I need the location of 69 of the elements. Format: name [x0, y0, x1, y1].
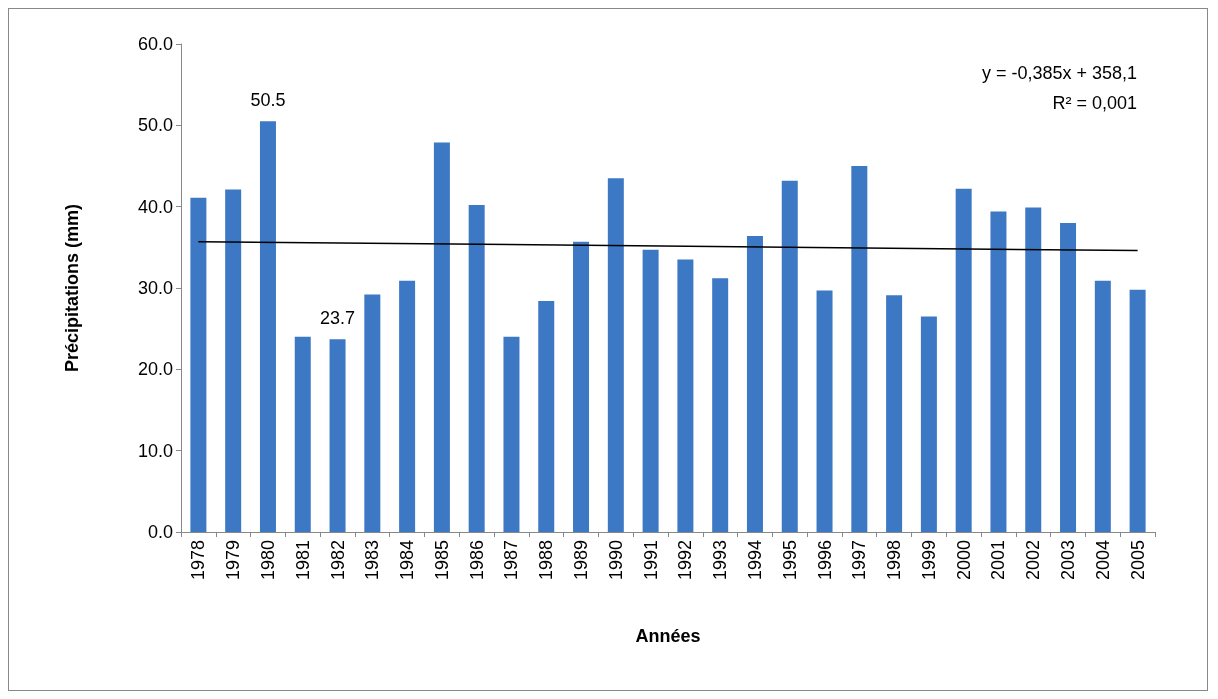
bar — [816, 290, 833, 532]
x-tick-label: 1981 — [292, 540, 313, 581]
x-tick-label: 1992 — [675, 540, 696, 581]
bar — [503, 336, 520, 532]
bar — [955, 188, 972, 532]
y-axis-title: Précipitations (mm) — [62, 203, 82, 373]
x-tick-label: 2002 — [1023, 540, 1044, 581]
x-tick-label: 1998 — [884, 540, 905, 581]
bar — [712, 278, 729, 532]
annotation: R² = 0,001 — [1052, 93, 1138, 113]
bar — [920, 316, 937, 532]
bar — [886, 295, 903, 532]
bar — [259, 121, 276, 532]
annotation: y = -0,385x + 358,1 — [981, 63, 1137, 83]
x-tick-label: 2001 — [988, 540, 1009, 581]
x-tick-label: 2003 — [1058, 540, 1079, 581]
x-tick-label: 1999 — [918, 540, 939, 581]
x-tick-label: 1995 — [779, 540, 800, 581]
y-tick-label: 50.0 — [137, 115, 173, 136]
x-tick-label: 2005 — [1127, 540, 1148, 581]
bar — [1094, 280, 1111, 532]
x-tick-label: 1994 — [744, 540, 765, 581]
x-tick-label: 1986 — [466, 540, 487, 581]
x-tick-label: 1988 — [536, 540, 557, 581]
bar — [677, 259, 694, 532]
x-tick-label: 2000 — [953, 540, 974, 581]
x-tick-label: 2004 — [1092, 540, 1113, 581]
bar — [1129, 289, 1146, 532]
bar — [781, 180, 798, 532]
data-label: 50.5 — [250, 90, 286, 111]
data-label: 23.7 — [320, 308, 356, 329]
bar — [851, 166, 868, 532]
bar — [399, 280, 416, 532]
bar — [642, 249, 659, 532]
x-tick-label: 1985 — [431, 540, 452, 581]
y-tick-label: 60.0 — [137, 34, 173, 54]
bar — [329, 339, 346, 532]
x-tick-label: 1982 — [327, 540, 348, 581]
x-tick-label: 1991 — [640, 540, 661, 581]
x-tick-label: 1990 — [605, 540, 626, 581]
x-tick-label: 1983 — [362, 540, 383, 581]
bar — [294, 336, 311, 532]
y-tick-label: 20.0 — [137, 359, 173, 380]
bar — [746, 235, 763, 532]
x-tick-label: 1993 — [710, 540, 731, 581]
x-tick-label: 1984 — [397, 540, 418, 581]
bar — [538, 301, 555, 532]
x-axis-title: Années — [635, 626, 701, 646]
bar — [225, 189, 242, 532]
y-tick-label: 40.0 — [137, 196, 173, 217]
x-tick-label: 1987 — [501, 540, 522, 581]
y-tick-label: 0.0 — [147, 522, 173, 542]
x-tick-label: 1989 — [571, 540, 592, 581]
bar — [1025, 207, 1042, 532]
y-tick-label: 10.0 — [137, 440, 173, 461]
bar — [364, 294, 381, 532]
bar — [433, 142, 450, 532]
x-tick-label: 1996 — [814, 540, 835, 581]
bar — [468, 205, 485, 532]
x-tick-label: 1980 — [257, 540, 278, 581]
x-tick-label: 1978 — [188, 540, 209, 581]
bar — [1060, 222, 1077, 532]
bar — [990, 211, 1007, 532]
x-tick-label: 1979 — [223, 540, 244, 581]
bar — [190, 197, 207, 532]
bar — [607, 178, 624, 532]
y-tick-label: 30.0 — [137, 278, 173, 298]
bar — [573, 241, 590, 532]
x-tick-label: 1997 — [849, 540, 870, 581]
